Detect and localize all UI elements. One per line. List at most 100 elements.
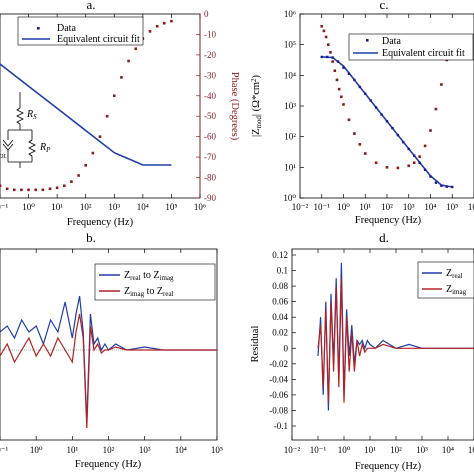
c-ytick-label: 10¹: [284, 162, 296, 172]
c-phase-point: [412, 161, 416, 165]
c-data-point: [336, 60, 340, 63]
panel-label-d: d.: [379, 230, 389, 245]
c-phase-point: [353, 132, 356, 135]
c-data-point: [440, 184, 443, 187]
a-phase-point: [5, 187, 9, 191]
a-y2tick-label: -50: [204, 111, 216, 121]
panel-a-legend-data-marker: [37, 27, 40, 30]
d-ytick-label: 0.04: [272, 312, 288, 322]
d-xtick-label: 10³: [416, 445, 428, 455]
a-y2tick-label: -90: [204, 193, 216, 203]
b-xtick-label: 10⁴: [175, 445, 187, 455]
circuit-cpe-label: DL: [0, 154, 7, 160]
c-data-point: [451, 185, 454, 189]
a-phase-point: [70, 180, 73, 183]
c-data-point: [325, 55, 329, 59]
panel-b-legend-box: [94, 263, 216, 301]
c-phase-point: [434, 107, 438, 111]
d-ytick-label: 0.06: [272, 297, 288, 307]
c-data-point: [407, 147, 410, 151]
panel-d-ylabel: Residual: [250, 326, 261, 363]
a-y2tick-label: -70: [204, 152, 216, 162]
a-phase-point: [48, 187, 52, 191]
panel-c-legend-fit-label: Equivalent circuit fit: [382, 48, 465, 59]
c-phase-point: [326, 43, 330, 46]
c-ytick-label: 10²: [284, 132, 296, 142]
c-phase-point: [374, 161, 378, 165]
a-fit-line: [0, 63, 172, 166]
c-xtick-label: 10⁰: [337, 202, 350, 212]
a-xtick-label: 10³: [108, 202, 120, 212]
c-phase-point: [335, 78, 339, 82]
c-data-point: [396, 133, 400, 137]
c-data-point: [418, 161, 421, 164]
a-xtick-label: 10⁰: [22, 202, 35, 212]
a-phase-point: [27, 188, 30, 192]
panel-d-xlabel: Frequency (Hz): [355, 461, 422, 472]
panel-label-a: a.: [86, 0, 95, 12]
c-ytick-label: 10⁰: [283, 193, 296, 203]
panel-a-legend-fit-label: Equivalent circuit fit: [57, 34, 140, 45]
c-data-point: [380, 113, 383, 116]
c-data-point: [391, 126, 394, 130]
c-data-point: [353, 78, 356, 82]
panel-a-legend-data-label: Data: [57, 23, 76, 34]
c-xtick-label: 10⁵: [446, 202, 458, 212]
d-ytick-label: 0: [284, 343, 289, 353]
a-phase-point: [84, 163, 88, 167]
a-xtick-label: 10⁴: [137, 202, 149, 212]
b-real-line: [0, 295, 217, 423]
a-phase-point: [0, 184, 2, 188]
a-y2tick-label: -40: [204, 91, 216, 101]
b-xtick-label: 10⁻¹: [0, 445, 9, 455]
panel-a-y2label: Phase (Degrees): [229, 72, 240, 141]
c-phase-point: [342, 103, 345, 106]
c-xtick-label: 10⁴: [424, 202, 436, 212]
c-phase-point: [331, 60, 334, 63]
a-phase-point: [12, 188, 16, 192]
d-ytick-label: 0.12: [272, 250, 288, 260]
c-phase-point: [337, 87, 341, 91]
c-ytick-label: 10³: [284, 101, 296, 111]
a-phase-point: [20, 188, 23, 192]
c-xtick-label: 10⁻²: [292, 202, 309, 212]
c-phase-point: [407, 164, 411, 168]
panel-label-b: b.: [86, 230, 96, 245]
panel-c-legend-box: [348, 33, 474, 61]
a-xtick-label: 10⁻¹: [0, 202, 9, 212]
d-ytick-label: 0.02: [272, 328, 288, 338]
a-xtick-label: 10⁶: [194, 202, 206, 212]
d-xtick-label: 10⁻²: [284, 445, 301, 455]
c-xtick-label: 10³: [403, 202, 415, 212]
a-phase-point: [34, 188, 38, 192]
a-xtick-label: 10⁵: [165, 202, 177, 212]
d-ytick-label: -0.04: [269, 374, 288, 384]
a-y2tick-label: 0: [204, 9, 209, 19]
panel-a-legend-box: [17, 16, 144, 46]
panel-c-legend-data-label: Data: [382, 36, 401, 47]
d-xtick-label: 10²: [390, 445, 402, 455]
a-phase-point: [162, 21, 166, 25]
d-ytick-label: -0.1: [274, 421, 288, 431]
b-xtick-label: 10¹: [66, 445, 78, 455]
c-data-point: [364, 92, 367, 95]
c-data-point: [402, 140, 405, 144]
a-phase-point: [105, 114, 109, 118]
a-phase-point: [91, 151, 95, 155]
a-y2tick-label: -10: [204, 29, 216, 39]
a-phase-point: [155, 24, 159, 28]
panel-c-legend: Data Equivalent circuit fit: [348, 33, 474, 61]
d-imag-line: [317, 278, 474, 403]
c-ytick-label: 10⁵: [284, 40, 296, 50]
c-phase-point: [329, 51, 332, 54]
c-phase-point: [423, 144, 427, 148]
panel-b-xlabel: Frequency (Hz): [75, 459, 142, 470]
circuit-diagram: [2, 92, 36, 168]
c-xtick-label: 10¹: [359, 202, 371, 212]
c-phase-point: [363, 152, 367, 155]
c-xtick-label: 10⁶: [468, 202, 474, 212]
b-xtick-label: 10⁵: [211, 445, 223, 455]
panel-c: 10⁻² 10⁻¹ 10⁰ 10¹ 10² 10³ 10⁴ 10⁵ 10⁶ 10⁰ 10¹ 10² 1…: [250, 9, 474, 226]
panel-b-legend-real-label: Zreal to Zimag: [124, 270, 174, 282]
